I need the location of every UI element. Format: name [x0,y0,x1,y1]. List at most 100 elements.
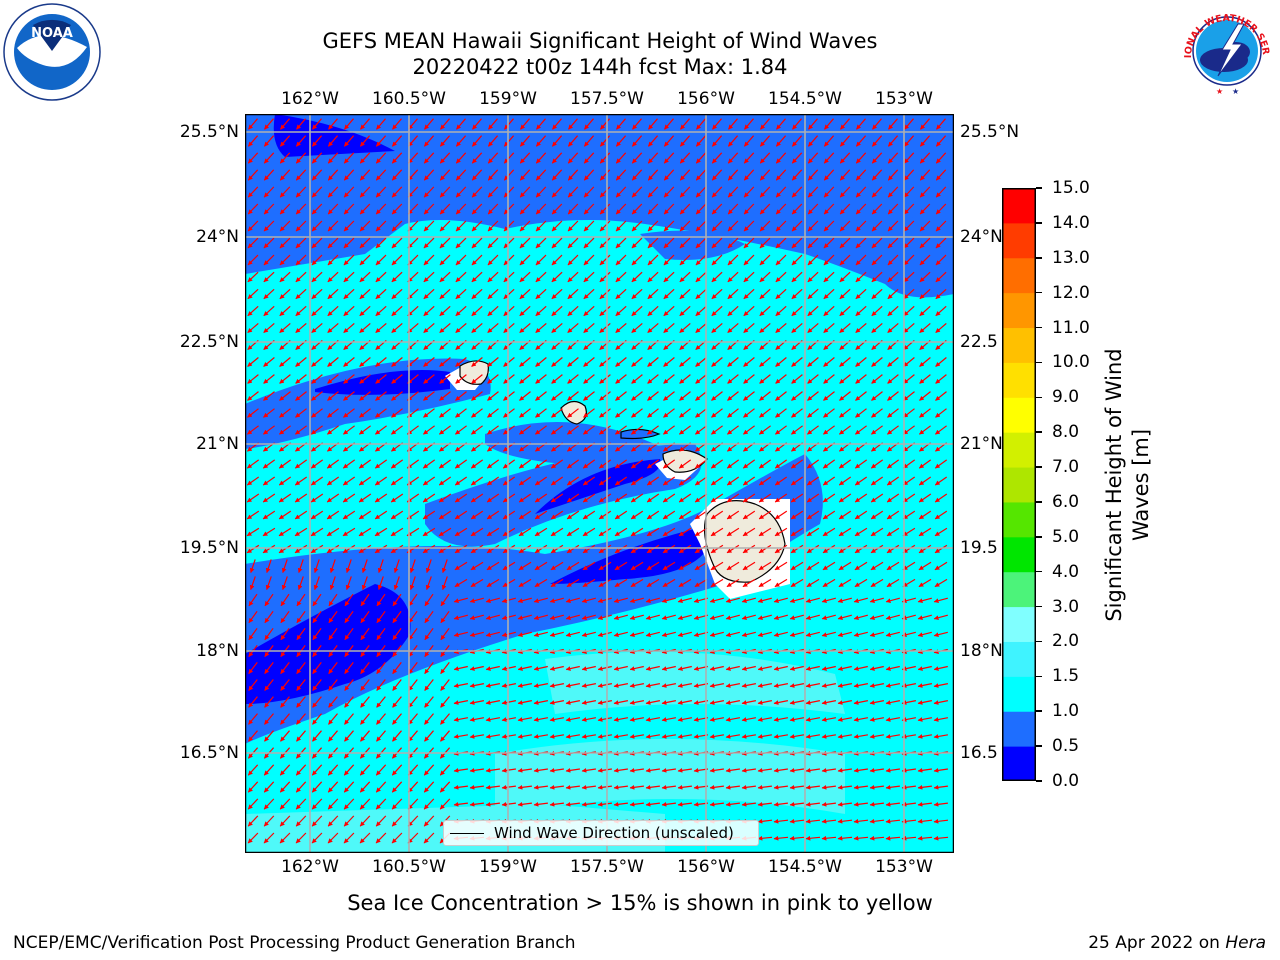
wave-arrow [647,169,659,181]
wave-arrow [471,169,483,181]
deep-blue-region [245,584,411,704]
colorbar-tick-label: 1.5 [1052,666,1080,687]
wave-arrow [679,135,691,147]
wave-arrow [535,271,547,283]
wave-arrow [375,305,387,317]
wave-arrow [663,203,675,215]
wave-arrow [759,152,771,164]
wave-arrow [295,169,307,181]
wave-arrow [839,322,851,334]
wave-arrow [408,118,418,130]
wave-arrow [391,135,403,147]
wave-arrow [647,203,659,215]
wave-arrow [696,118,706,130]
wave-arrow [247,374,259,384]
wave-arrow [823,237,835,249]
wave-arrow [807,322,819,334]
wave-arrow [263,135,275,147]
wave-arrow [551,271,563,283]
wave-arrow [343,237,355,249]
wave-arrow [343,271,355,283]
wave-arrow [567,152,579,164]
wave-arrow [487,152,499,164]
wave-arrow [903,322,915,334]
wave-arrow [887,305,899,317]
wave-arrow [551,288,563,300]
wave-arrow [743,220,755,232]
wave-arrow [535,203,547,215]
wave-arrow [263,169,275,181]
wave-arrow [919,237,931,249]
wave-arrow [296,118,306,130]
wave-arrow [599,305,611,317]
wave-arrow [503,357,515,367]
wave-arrow [759,237,771,249]
wave-arrow [647,186,659,198]
wave-arrow [728,118,738,130]
wave-arrow [855,152,867,164]
lon-tick-bottom: 160.5°W [372,857,446,877]
wave-arrow [647,254,659,266]
wave-arrow [327,254,339,266]
wave-arrow [375,135,387,147]
lat-tick-left: 22.5°N [179,332,239,352]
wave-arrow [887,322,899,334]
wave-arrow [503,254,515,266]
wave-arrow [615,169,627,181]
wave-arrow [295,220,307,232]
colorbar-tick-label: 3.0 [1052,596,1080,617]
wave-arrow [775,357,787,367]
wave-arrow [695,374,707,384]
colorbar-tick-label: 0.5 [1052,736,1080,757]
wave-arrow [903,169,915,181]
wave-arrow [759,254,771,266]
wave-arrow [263,237,275,249]
wave-arrow [759,271,771,283]
wave-arrow [871,237,883,249]
lon-tick-bottom: 154.5°W [768,857,842,877]
colorbar-tick-mark [1036,745,1042,747]
wave-arrow [759,357,771,367]
wave-arrow [599,135,611,147]
wave-arrow [535,374,547,384]
wave-arrow [375,237,387,249]
wave-arrow [663,169,675,181]
colorbar-segment [1002,257,1036,294]
wave-arrow [439,169,451,181]
wave-arrow [759,169,771,181]
wave-arrow [295,203,307,215]
wave-arrow [439,374,451,384]
lat-tick-right: 22.5 [960,332,998,352]
wave-arrow [839,237,851,249]
wave-arrow [775,169,787,181]
wave-arrow [567,237,579,249]
wave-arrow [727,322,739,334]
wave-arrow [775,237,787,249]
wave-arrow [279,357,291,367]
wave-arrow [935,288,947,300]
wave-arrow [391,305,403,317]
wave-arrow [279,135,291,147]
colorbar-tick-label: 4.0 [1052,561,1080,582]
wave-arrow [695,254,707,266]
wave-arrow [487,374,499,384]
wave-arrow [551,169,563,181]
wave-arrow [679,322,691,334]
wave-arrow [904,118,914,130]
wave-arrow [855,357,867,367]
wave-arrow [311,374,323,384]
wave-arrow [583,305,595,317]
wave-arrow [727,220,739,232]
colorbar-tick-mark [1036,605,1042,608]
wave-arrow [311,169,323,181]
lat-tick-right: 18°N [960,641,1003,661]
wave-arrow [551,203,563,215]
noaa-logo-text: NOAA [31,26,73,41]
wave-arrow [711,135,723,147]
wave-arrow [455,152,467,164]
wave-arrow [439,322,451,334]
wave-arrow [439,203,451,215]
wave-arrow [903,254,915,266]
wave-arrow [551,220,563,232]
wave-arrow [535,254,547,266]
